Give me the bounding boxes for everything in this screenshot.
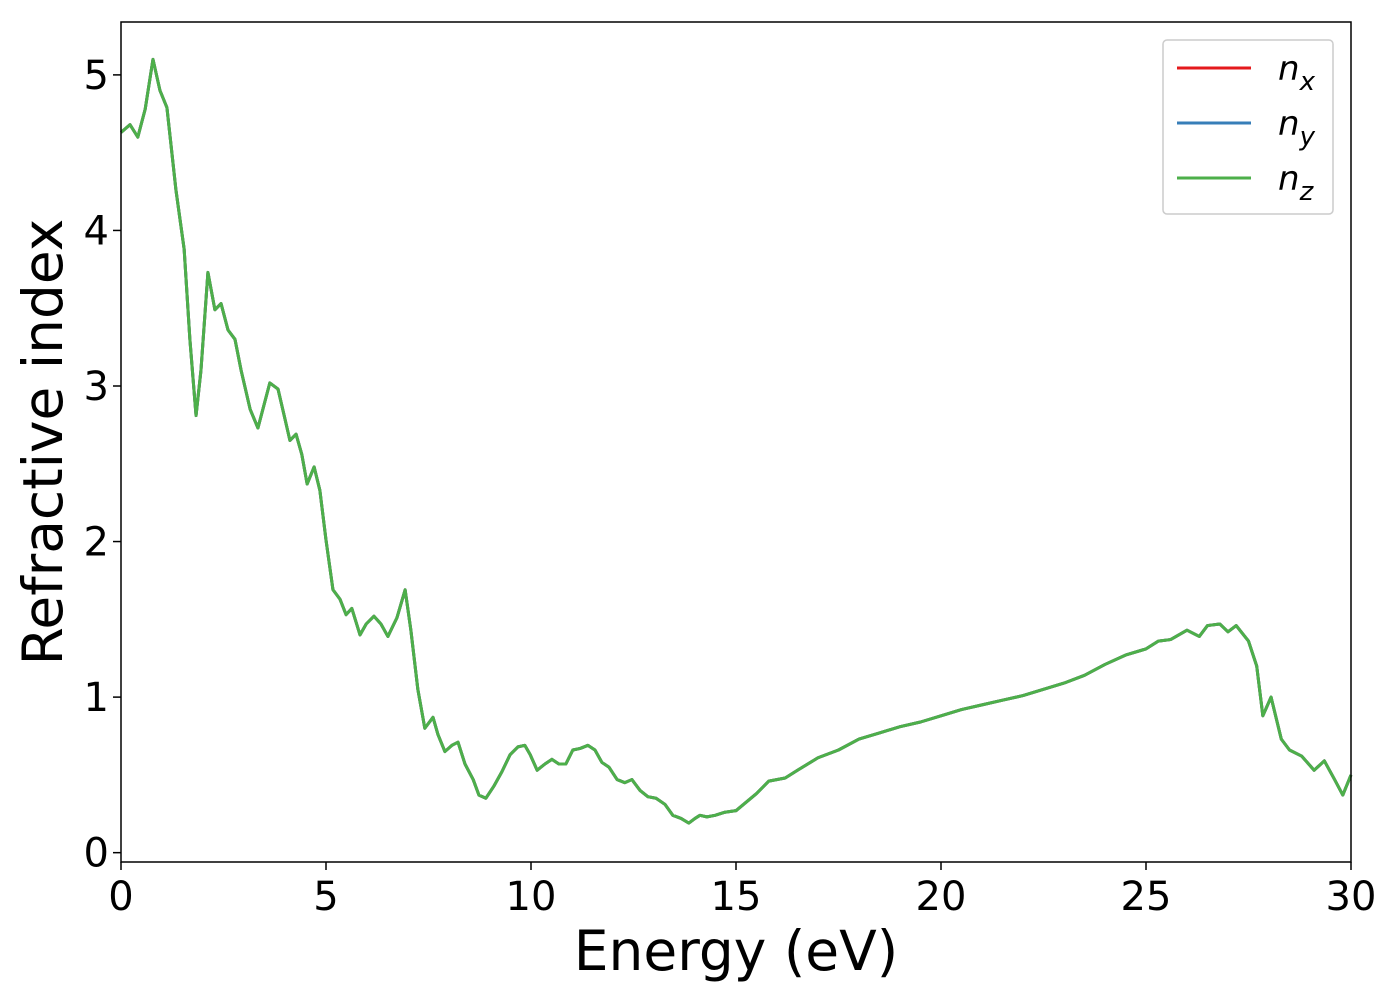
x-tick-label: 10 (506, 874, 557, 920)
legend-label: nx (1278, 49, 1316, 97)
y-axis-label: Refractive index (11, 219, 75, 666)
x-axis-label: Energy (eV) (574, 919, 898, 983)
x-tick-label: 20 (916, 874, 967, 920)
legend-label: nz (1278, 159, 1315, 207)
plot-frame (120, 21, 1352, 863)
x-tick-label: 0 (108, 874, 133, 920)
y-tick-label: 3 (84, 364, 109, 410)
y-tick-label: 1 (84, 675, 109, 721)
y-tick-label: 2 (84, 520, 109, 566)
x-tick-label: 5 (313, 874, 338, 920)
x-tick-label: 30 (1326, 874, 1377, 920)
x-tick-label: 15 (711, 874, 762, 920)
line-series (120, 57, 1353, 825)
y-tick-label: 0 (84, 831, 109, 877)
legend-label: ny (1278, 104, 1316, 152)
x-tick-label: 25 (1121, 874, 1172, 920)
legend-box (1162, 39, 1334, 215)
y-tick-label: 4 (84, 208, 109, 254)
y-tick-label: 5 (84, 53, 109, 99)
